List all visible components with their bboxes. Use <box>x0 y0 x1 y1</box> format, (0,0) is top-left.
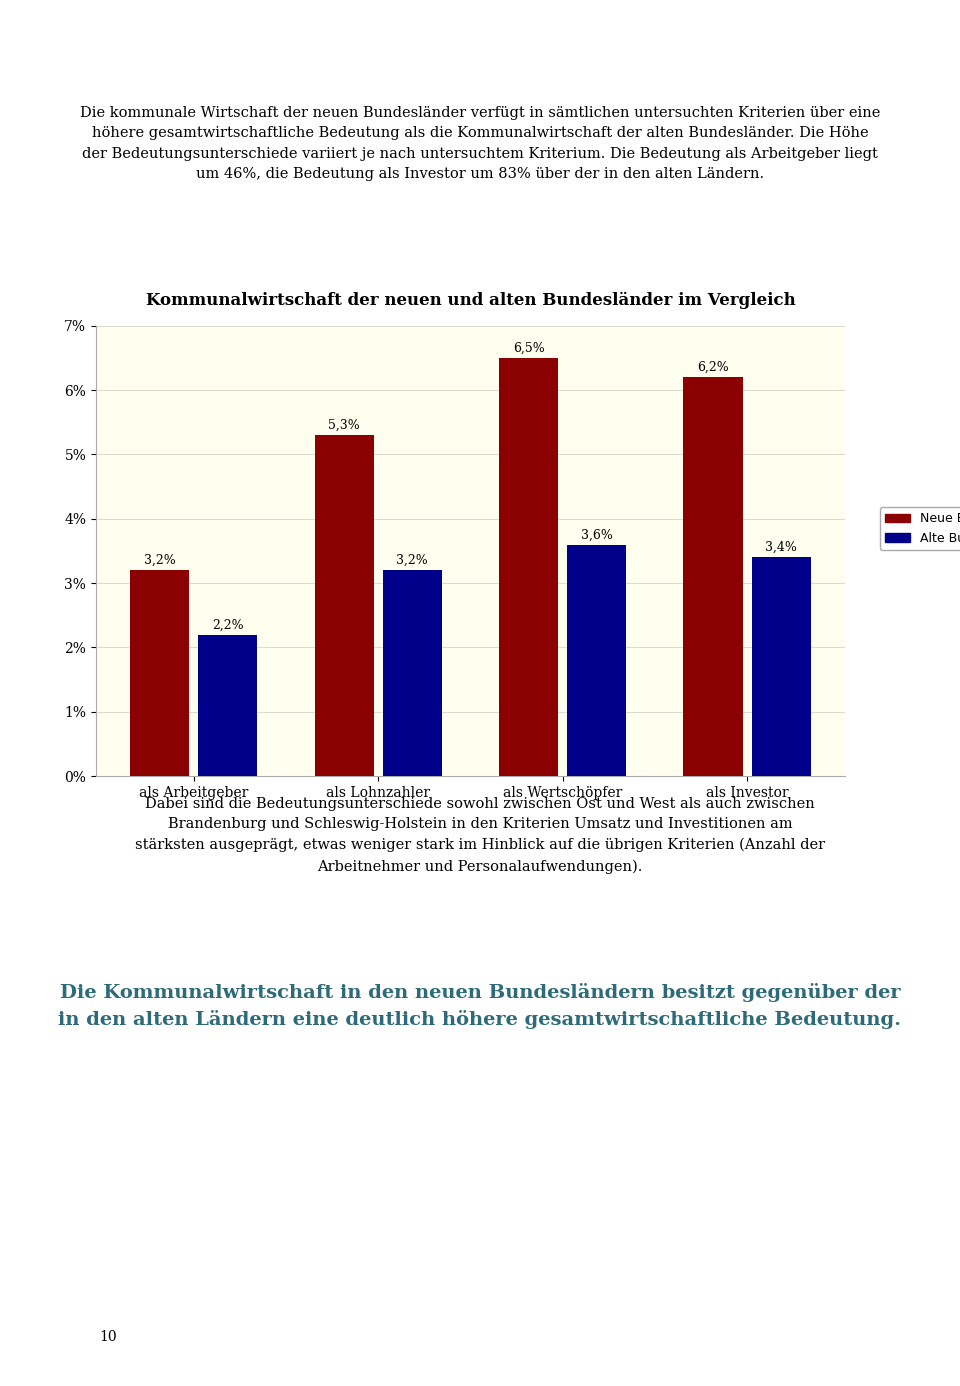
Bar <box>130 570 189 776</box>
Title: Kommunalwirtschaft der neuen und alten Bundesländer im Vergleich: Kommunalwirtschaft der neuen und alten B… <box>146 291 795 309</box>
Text: 2,2%: 2,2% <box>212 618 244 632</box>
Text: 10: 10 <box>100 1331 117 1344</box>
Text: 6,5%: 6,5% <box>513 342 544 355</box>
Text: Die Kommunalwirtschaft in den neuen Bundesländern besitzt gegenüber der
in den a: Die Kommunalwirtschaft in den neuen Bund… <box>59 984 901 1028</box>
Text: 6,2%: 6,2% <box>697 360 729 374</box>
Bar <box>199 635 257 776</box>
Bar <box>499 358 558 776</box>
Bar <box>684 377 742 776</box>
Bar <box>315 435 373 776</box>
Text: 3,2%: 3,2% <box>144 554 176 567</box>
Bar <box>383 570 442 776</box>
Text: Dabei sind die Bedeutungsunterschiede sowohl zwischen Ost und West als auch zwis: Dabei sind die Bedeutungsunterschiede so… <box>135 797 825 873</box>
Text: 3,6%: 3,6% <box>581 528 612 542</box>
Bar <box>567 545 626 776</box>
Text: 5,3%: 5,3% <box>328 419 360 432</box>
Text: Ergebnisse IV: Neue vs. Alte Bundesländer: Ergebnisse IV: Neue vs. Alte Bundeslände… <box>19 12 518 33</box>
Text: 3,2%: 3,2% <box>396 554 428 567</box>
Legend: Neue Bundesländer, Alte Bundesländer: Neue Bundesländer, Alte Bundesländer <box>879 507 960 549</box>
Text: Die kommunale Wirtschaft der neuen Bundesländer verfügt in sämtlichen untersucht: Die kommunale Wirtschaft der neuen Bunde… <box>80 105 880 182</box>
Bar <box>752 557 811 776</box>
Text: 3,4%: 3,4% <box>765 541 797 554</box>
